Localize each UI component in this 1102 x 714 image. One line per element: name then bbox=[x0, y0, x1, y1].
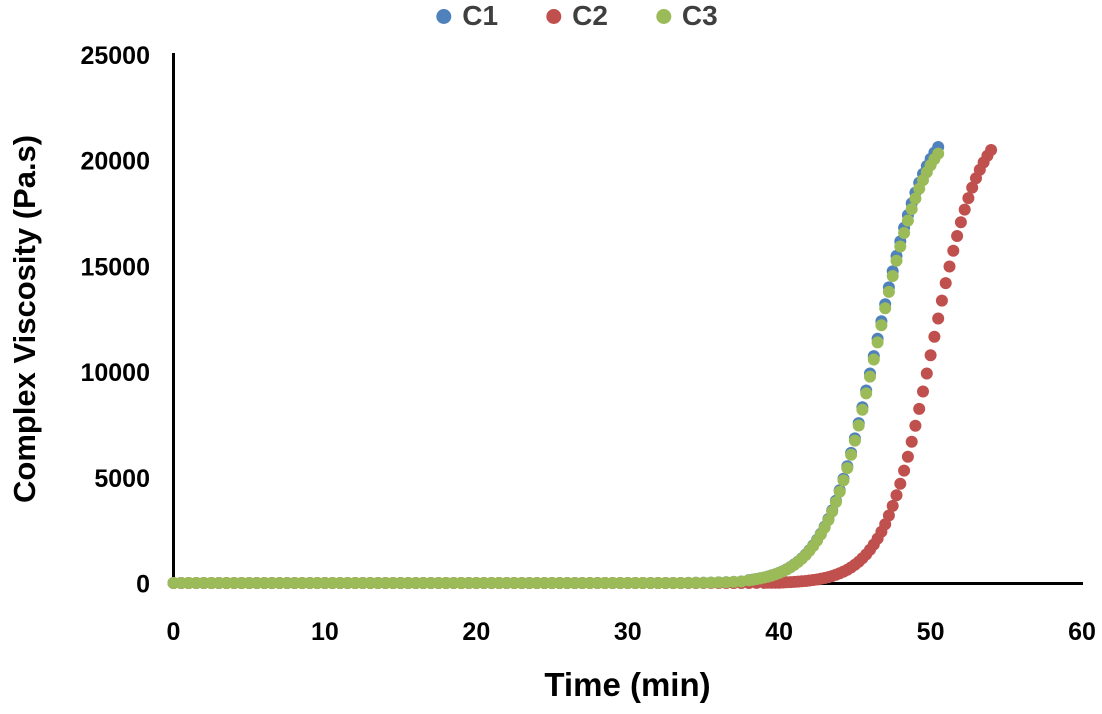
c2-marker-icon bbox=[546, 8, 562, 24]
y-tick-label: 0 bbox=[136, 571, 150, 599]
legend-label-c1: C1 bbox=[462, 0, 499, 31]
series-C3 bbox=[167, 147, 945, 589]
x-tick-label: 20 bbox=[462, 618, 490, 646]
y-tick-label: 10000 bbox=[80, 359, 150, 387]
y-tick-label: 25000 bbox=[80, 42, 150, 70]
x-tick-label: 30 bbox=[614, 618, 642, 646]
x-axis-title: Time (min) bbox=[544, 666, 711, 703]
y-tick-label: 5000 bbox=[94, 465, 150, 493]
c3-marker-icon bbox=[655, 8, 671, 24]
x-tick-label: 0 bbox=[167, 618, 181, 646]
x-tick-label: 60 bbox=[1068, 618, 1096, 646]
legend-item-c2: C2 bbox=[546, 0, 608, 32]
y-axis-title: Complex Viscosity (Pa.s) bbox=[7, 134, 42, 503]
y-tick-label: 20000 bbox=[80, 148, 150, 176]
x-tick-label: 50 bbox=[917, 618, 945, 646]
chart-legend: C1 C2 C3 bbox=[436, 0, 718, 32]
series-C2 bbox=[167, 144, 998, 589]
legend-label-c2: C2 bbox=[572, 0, 608, 31]
c1-marker-icon bbox=[436, 8, 452, 24]
legend-item-c3: C3 bbox=[655, 0, 718, 32]
y-tick-label: 15000 bbox=[80, 253, 150, 281]
x-tick-label: 10 bbox=[311, 618, 339, 646]
x-tick-label: 40 bbox=[765, 618, 793, 646]
axis-lines bbox=[172, 53, 1083, 585]
legend-label-c3: C3 bbox=[681, 0, 718, 31]
legend-item-c1: C1 bbox=[436, 0, 498, 32]
